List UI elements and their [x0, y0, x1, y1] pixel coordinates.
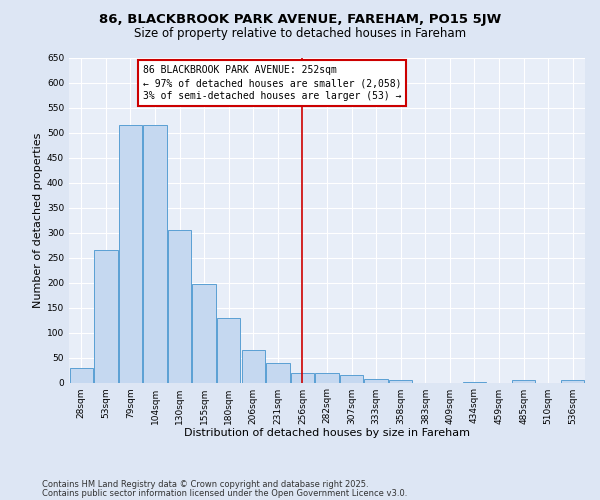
Bar — [266, 362, 290, 382]
Bar — [143, 125, 167, 382]
Bar — [217, 318, 241, 382]
Bar — [193, 284, 216, 382]
X-axis label: Distribution of detached houses by size in Fareham: Distribution of detached houses by size … — [184, 428, 470, 438]
Text: Contains public sector information licensed under the Open Government Licence v3: Contains public sector information licen… — [42, 488, 407, 498]
Bar — [168, 230, 191, 382]
Text: Size of property relative to detached houses in Fareham: Size of property relative to detached ho… — [134, 28, 466, 40]
Bar — [94, 250, 118, 382]
Bar — [512, 380, 535, 382]
Text: 86 BLACKBROOK PARK AVENUE: 252sqm
← 97% of detached houses are smaller (2,058)
3: 86 BLACKBROOK PARK AVENUE: 252sqm ← 97% … — [143, 65, 401, 102]
Bar — [389, 380, 412, 382]
Y-axis label: Number of detached properties: Number of detached properties — [33, 132, 43, 308]
Bar — [316, 372, 338, 382]
Bar — [242, 350, 265, 382]
Bar — [119, 125, 142, 382]
Bar — [340, 375, 363, 382]
Bar — [70, 368, 93, 382]
Bar — [291, 372, 314, 382]
Text: Contains HM Land Registry data © Crown copyright and database right 2025.: Contains HM Land Registry data © Crown c… — [42, 480, 368, 489]
Bar — [561, 380, 584, 382]
Bar — [364, 378, 388, 382]
Text: 86, BLACKBROOK PARK AVENUE, FAREHAM, PO15 5JW: 86, BLACKBROOK PARK AVENUE, FAREHAM, PO1… — [99, 12, 501, 26]
